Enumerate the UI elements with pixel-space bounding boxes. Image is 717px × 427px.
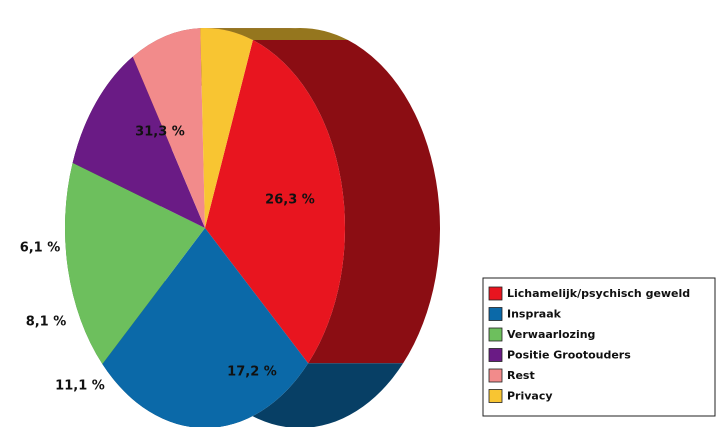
slice-side [200, 28, 348, 41]
legend-label: Rest [507, 369, 535, 382]
legend-swatch [488, 368, 503, 383]
slice [205, 40, 345, 364]
legend-label: Lichamelijk/psychisch geweld [507, 287, 690, 300]
value-labels: 31,3 % 26,3 % 17,2 % 11,1 % 8,1 % 6,1 % [20, 125, 315, 394]
legend-label: Inspraak [507, 308, 562, 321]
legend-label: Privacy [507, 390, 553, 403]
legend-swatch [488, 286, 503, 301]
legend-swatch [488, 307, 503, 321]
slice [200, 28, 253, 228]
legend: Lichamelijk/psychisch geweld Inspraak Verw… [488, 286, 690, 403]
slice-side [252, 40, 441, 364]
slice [102, 228, 309, 427]
legend-label: Positie Grootouders [507, 349, 631, 362]
value-label: 26,3 % [265, 193, 315, 208]
legend-swatch [488, 389, 503, 403]
legend-swatch [488, 327, 503, 342]
value-label: 8,1 % [26, 315, 67, 330]
slice [72, 56, 206, 229]
slice [65, 162, 205, 365]
legend-label: Verwaarlozing [507, 328, 595, 341]
pie-faces [65, 28, 345, 427]
value-label: 17,2 % [227, 365, 277, 380]
value-label: 6,1 % [20, 241, 61, 256]
value-label: 31,3 % [135, 125, 185, 140]
legend-swatch [488, 348, 503, 362]
slice [132, 28, 205, 228]
value-label: 11,1 % [55, 379, 105, 394]
legend-box [482, 277, 716, 417]
